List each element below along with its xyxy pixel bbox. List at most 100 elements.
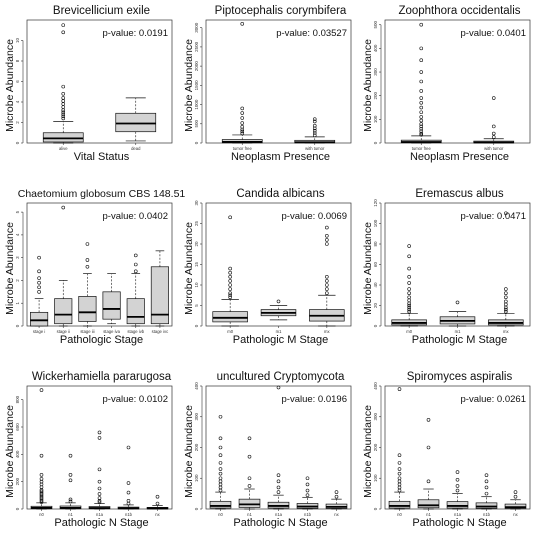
boxplot-svg: uncultured Cryptomycota p-value: 0.0196 0 1… xyxy=(183,371,352,529)
outlier-point xyxy=(312,126,317,131)
outlier-point xyxy=(61,84,66,89)
outlier-point xyxy=(218,482,223,487)
outlier-point xyxy=(407,281,411,285)
y-tick-label: 30 xyxy=(194,200,199,206)
y-tick-label: 5 xyxy=(194,304,199,307)
y-tick-label: 2500 xyxy=(194,41,199,52)
outlier-point xyxy=(426,479,431,484)
x-tick-label: alive xyxy=(59,146,68,151)
outlier-point xyxy=(407,309,411,314)
boxplot-svg: Spiromyces aspiralis p-value: 0.0261 0 100 2… xyxy=(362,371,531,529)
y-tick-label: 400 xyxy=(373,44,378,52)
outlier-point xyxy=(504,299,508,304)
outlier-point xyxy=(240,125,245,129)
outlier-point xyxy=(276,299,281,304)
y-tick-label: 1 xyxy=(15,301,20,304)
boxplot-svg: Eremascus albus p-value: 0.0471 0 20 40 60 80 1… xyxy=(362,188,531,346)
outlier-point xyxy=(247,454,252,459)
outlier-point xyxy=(247,484,252,488)
outlier-point xyxy=(455,484,460,488)
outlier-point xyxy=(504,287,508,291)
outlier-point xyxy=(97,500,102,504)
y-tick-label: 0 xyxy=(194,507,199,510)
outlier-point xyxy=(133,269,138,274)
outlier-point xyxy=(228,275,232,279)
box-group xyxy=(30,255,49,327)
outlier-point xyxy=(218,461,223,465)
x-tick-label: tumor free xyxy=(233,146,253,151)
y-tick-label: 100 xyxy=(373,474,378,482)
x-tick-label: stage ivb xyxy=(127,329,144,334)
iqr-box xyxy=(54,298,73,325)
y-axis-label: Microbe Abundance xyxy=(183,222,195,315)
outlier-point xyxy=(240,111,245,115)
box-group xyxy=(221,22,263,144)
iqr-box xyxy=(115,112,157,133)
y-tick-label: 3 xyxy=(15,256,20,259)
outlier-point xyxy=(218,453,223,457)
plot-frame xyxy=(26,202,173,327)
outlier-point xyxy=(61,114,66,119)
x-axis-label: Pathologic N Stage xyxy=(233,517,327,529)
outlier-point xyxy=(97,486,102,491)
outlier-point xyxy=(397,479,402,484)
chart-panel: Wickerhamiella pararugosa p-value: 0.0102… xyxy=(0,366,179,549)
x-tick-label: with tumor xyxy=(305,146,325,151)
outlier-point xyxy=(397,467,402,471)
outlier-point xyxy=(37,285,41,290)
chart-title: Brevicellicium exile xyxy=(53,5,150,17)
y-tick-label: 0 xyxy=(15,141,20,144)
x-tick-label: nx xyxy=(334,512,339,517)
boxplot-svg: Chaetomium globosum CBS 148.51 p-value: 0… xyxy=(4,188,185,346)
outlier-point xyxy=(455,488,460,493)
outlier-point xyxy=(240,121,245,125)
outlier-point xyxy=(305,482,310,487)
outlier-point xyxy=(419,96,424,100)
outlier-point xyxy=(407,244,411,248)
outlier-point xyxy=(491,131,496,136)
x-axis-label: Vital Status xyxy=(74,151,130,163)
outlier-point xyxy=(407,275,411,279)
p-value-label: p-value: 0.0261 xyxy=(461,394,527,405)
p-value-label: p-value: 0.0102 xyxy=(103,394,169,405)
outlier-point xyxy=(484,485,489,490)
iqr-box xyxy=(209,500,232,509)
outlier-point xyxy=(240,127,245,132)
outlier-point xyxy=(419,22,424,27)
y-tick-label: 300 xyxy=(373,68,378,76)
outlier-point xyxy=(276,490,281,494)
outlier-point xyxy=(85,258,90,262)
box-group xyxy=(475,473,498,510)
chart-title: Zoophthora occidentalis xyxy=(398,5,520,17)
x-tick-label: stage ivc xyxy=(152,329,169,334)
outlier-point xyxy=(419,105,424,110)
outlier-point xyxy=(419,70,424,74)
outlier-point xyxy=(126,445,131,450)
iqr-box xyxy=(42,132,84,143)
outlier-point xyxy=(155,501,160,506)
outlier-point xyxy=(61,112,66,117)
y-tick-label: 800 xyxy=(15,395,20,403)
boxplot-svg: Brevicellicium exile p-value: 0.0191 0 2 4 6 8… xyxy=(4,5,173,163)
x-tick-label: n1 xyxy=(426,512,431,517)
y-tick-label: 0 xyxy=(373,507,378,510)
outlier-point xyxy=(504,309,508,314)
x-tick-label: with tumor xyxy=(484,146,504,151)
outlier-point xyxy=(513,494,518,499)
outlier-point xyxy=(61,92,66,96)
iqr-box xyxy=(388,500,411,509)
outlier-point xyxy=(325,275,329,279)
outlier-point xyxy=(455,470,460,474)
outlier-point xyxy=(426,445,431,450)
y-tick-label: 300 xyxy=(194,413,199,421)
outlier-point xyxy=(37,290,41,294)
y-tick-label: 6 xyxy=(15,80,20,83)
plot-frame xyxy=(26,19,173,144)
outlier-point xyxy=(397,471,402,476)
boxplot-svg: Piptocephalis corymbifera p-value: 0.0352… xyxy=(183,5,352,163)
outlier-point xyxy=(68,473,73,477)
outlier-point xyxy=(240,116,245,120)
outlier-point xyxy=(513,490,518,494)
outlier-point xyxy=(419,79,424,84)
x-tick-label: n1a xyxy=(275,512,283,517)
